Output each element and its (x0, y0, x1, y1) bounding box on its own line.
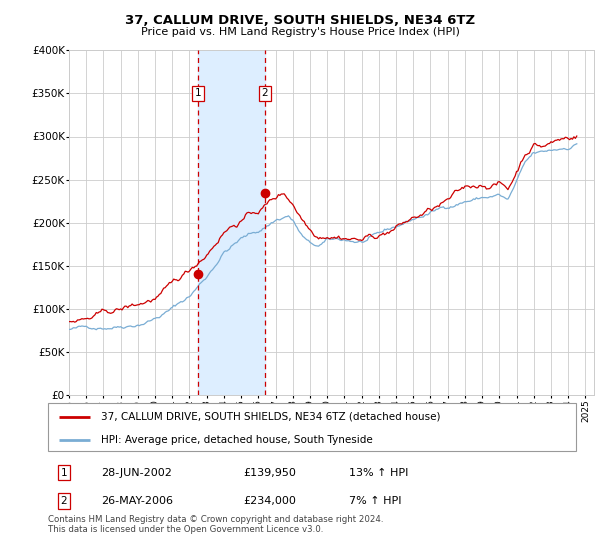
Text: 26-MAY-2006: 26-MAY-2006 (101, 496, 173, 506)
Text: 7% ↑ HPI: 7% ↑ HPI (349, 496, 401, 506)
Text: 13% ↑ HPI: 13% ↑ HPI (349, 468, 409, 478)
Text: Price paid vs. HM Land Registry's House Price Index (HPI): Price paid vs. HM Land Registry's House … (140, 27, 460, 37)
Text: 37, CALLUM DRIVE, SOUTH SHIELDS, NE34 6TZ (detached house): 37, CALLUM DRIVE, SOUTH SHIELDS, NE34 6T… (101, 412, 440, 422)
Text: 28-JUN-2002: 28-JUN-2002 (101, 468, 172, 478)
Text: HPI: Average price, detached house, South Tyneside: HPI: Average price, detached house, Sout… (101, 435, 373, 445)
Bar (198, 50, 265, 395)
Text: 2: 2 (61, 496, 67, 506)
Text: 1: 1 (194, 88, 201, 99)
Text: £139,950: £139,950 (244, 468, 296, 478)
FancyBboxPatch shape (48, 403, 576, 451)
Text: 2: 2 (262, 88, 268, 99)
Text: 37, CALLUM DRIVE, SOUTH SHIELDS, NE34 6TZ: 37, CALLUM DRIVE, SOUTH SHIELDS, NE34 6T… (125, 14, 475, 27)
Text: Contains HM Land Registry data © Crown copyright and database right 2024.
This d: Contains HM Land Registry data © Crown c… (48, 515, 383, 534)
Text: 1: 1 (61, 468, 67, 478)
Text: £234,000: £234,000 (244, 496, 296, 506)
